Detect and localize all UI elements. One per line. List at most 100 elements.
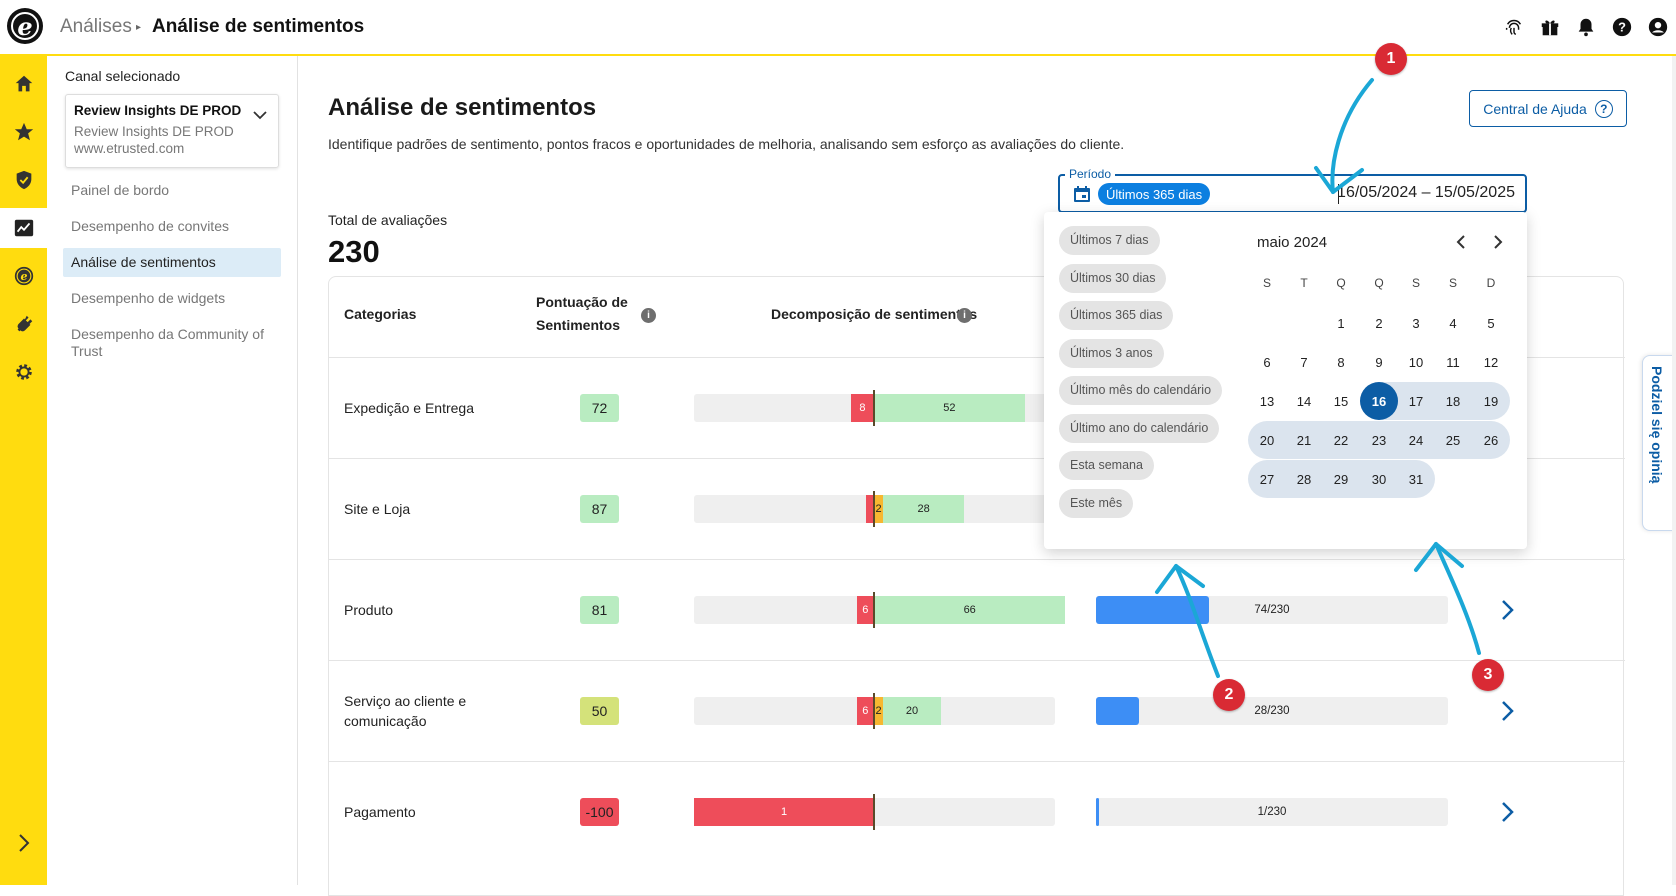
positive-segment: 66 [874,596,1066,624]
neutral-segment: 2 [874,697,883,725]
score-info-icon[interactable]: i [641,308,656,323]
preset-30-days[interactable]: Últimos 30 dias [1059,263,1167,293]
calendar-day[interactable]: 27 [1259,471,1275,487]
calendar-day[interactable]: 17 [1408,393,1424,409]
row-details-chevron-icon[interactable] [1499,598,1515,622]
bell-icon[interactable] [1568,12,1604,42]
etrusted-icon[interactable]: e [0,256,47,296]
home-icon[interactable] [0,64,47,104]
preset-last-calendar-year[interactable]: Último ano do calendário [1059,413,1220,443]
calendar-day[interactable]: 30 [1371,471,1387,487]
sidebar-item-community[interactable]: Desempenho da Community of Trust [71,326,264,359]
volume-text: 1/230 [1257,806,1287,818]
header-score-line2: Sentimentos [536,317,621,333]
total-reviews-label: Total de avaliações [328,212,448,228]
svg-text:?: ? [1618,20,1626,35]
preset-3-years[interactable]: Últimos 3 anos [1059,338,1164,368]
calendar-day[interactable]: 10 [1408,354,1424,370]
sidebar-item-widgets[interactable]: Desempenho de widgets [71,290,226,306]
calendar-day-selected[interactable]: 16 [1360,382,1398,420]
weekday-label: Q [1336,276,1346,290]
breadcrumb-separator-icon: ▸ [136,22,142,33]
channel-select[interactable]: Review Insights DE PROD Review Insights … [65,94,279,168]
feedback-tab[interactable]: Podziel się opinią [1642,355,1676,531]
calendar-day[interactable]: 22 [1333,432,1349,448]
calendar-day[interactable]: 2 [1375,315,1383,331]
settings-icon[interactable] [0,352,47,392]
sidebar-item-sentimentos[interactable]: Análise de sentimentos [63,248,281,277]
calendar-day[interactable]: 15 [1333,393,1349,409]
calendar-day[interactable]: 19 [1483,393,1499,409]
text-caret [1338,184,1339,204]
volume-bar: 1/230 [1096,798,1448,826]
calendar-day[interactable]: 8 [1337,354,1345,370]
top-bar: e Análises ▸ Análise de sentimentos ? [0,0,1676,56]
calendar-day[interactable]: 9 [1375,354,1383,370]
row-details-chevron-icon[interactable] [1499,699,1515,723]
weekday-label: T [1300,276,1308,290]
table-row[interactable]: Pagamento -100 1 1/230 [329,761,1625,862]
calendar-day[interactable]: 25 [1445,432,1461,448]
calendar-day[interactable]: 20 [1259,432,1275,448]
period-dropdown: Últimos 7 dias Últimos 30 dias Últimos 3… [1044,212,1527,549]
star-icon[interactable] [0,112,47,152]
calendar-day[interactable]: 1 [1337,315,1345,331]
neutral-segment: 2 [874,495,883,523]
calendar-day[interactable]: 31 [1408,471,1424,487]
sidebar-item-convites[interactable]: Desempenho de convites [71,218,229,234]
prev-month-icon[interactable] [1454,234,1468,250]
sentiment-score: 50 [580,697,619,725]
calendar-day[interactable]: 3 [1412,315,1420,331]
period-range[interactable]: 16/05/2024 – 15/05/2025 [1337,184,1515,201]
calendar-day[interactable]: 29 [1333,471,1349,487]
analytics-icon[interactable] [0,208,47,248]
preset-this-week[interactable]: Esta semana [1059,451,1154,480]
period-chip[interactable]: Últimos 365 dias [1098,183,1211,205]
plug-icon[interactable] [0,304,47,344]
calendar-day[interactable]: 7 [1300,354,1308,370]
expand-rail-icon[interactable] [0,823,47,863]
etrusted-logo-icon[interactable]: e [7,8,43,44]
category-name: Produto [344,602,394,618]
scrollbar[interactable] [1672,56,1676,885]
sentiment-midline [873,794,875,830]
calendar-day[interactable]: 26 [1483,432,1499,448]
category-name: Serviço ao cliente e comunicação [344,693,467,729]
preset-this-month[interactable]: Este mês [1059,488,1134,518]
help-center-button[interactable]: Central de Ajuda ? [1469,90,1627,127]
calendar-day[interactable]: 13 [1259,393,1275,409]
sidebar-item-painel[interactable]: Painel de bordo [71,182,170,198]
preset-7-days[interactable]: Últimos 7 dias [1059,226,1160,255]
preset-365-days[interactable]: Últimos 365 dias [1059,301,1174,330]
calendar-day[interactable]: 18 [1445,393,1461,409]
help-icon[interactable]: ? [1604,12,1640,42]
calendar-icon [1074,186,1090,202]
table-row[interactable]: Serviço ao cliente e comunicação 50 6 2 20 28… [329,660,1625,761]
gift-icon[interactable] [1532,12,1568,42]
breadcrumb-parent[interactable]: Análises [60,16,132,37]
calendar-day[interactable]: 6 [1263,354,1271,370]
main-content: Análise de sentimentos Identifique padrõ… [298,56,1676,896]
calendar-day[interactable]: 24 [1408,432,1424,448]
arrow-3-head [1414,542,1464,572]
shield-icon[interactable] [0,160,47,200]
feedback-tab-label: Podziel się opinią [1649,366,1665,484]
calendar-day[interactable]: 14 [1296,393,1312,409]
calendar-day[interactable]: 12 [1483,354,1499,370]
preset-last-calendar-month[interactable]: Último mês do calendário [1059,376,1223,405]
next-month-icon[interactable] [1491,234,1505,250]
breakdown-info-icon[interactable]: i [957,308,972,323]
sentiment-midline [873,491,875,527]
calendar-day[interactable]: 21 [1296,432,1312,448]
calendar-day[interactable]: 4 [1449,315,1457,331]
row-details-chevron-icon[interactable] [1499,800,1515,824]
volume-text: 28/230 [1254,705,1290,717]
fingerprint-icon[interactable] [1496,12,1532,42]
account-icon[interactable] [1640,12,1676,42]
calendar-day[interactable]: 5 [1487,315,1495,331]
calendar-day[interactable]: 23 [1371,432,1387,448]
calendar-day[interactable]: 11 [1446,354,1460,370]
total-reviews-value: 230 [328,234,380,269]
calendar-day[interactable]: 28 [1296,471,1312,487]
